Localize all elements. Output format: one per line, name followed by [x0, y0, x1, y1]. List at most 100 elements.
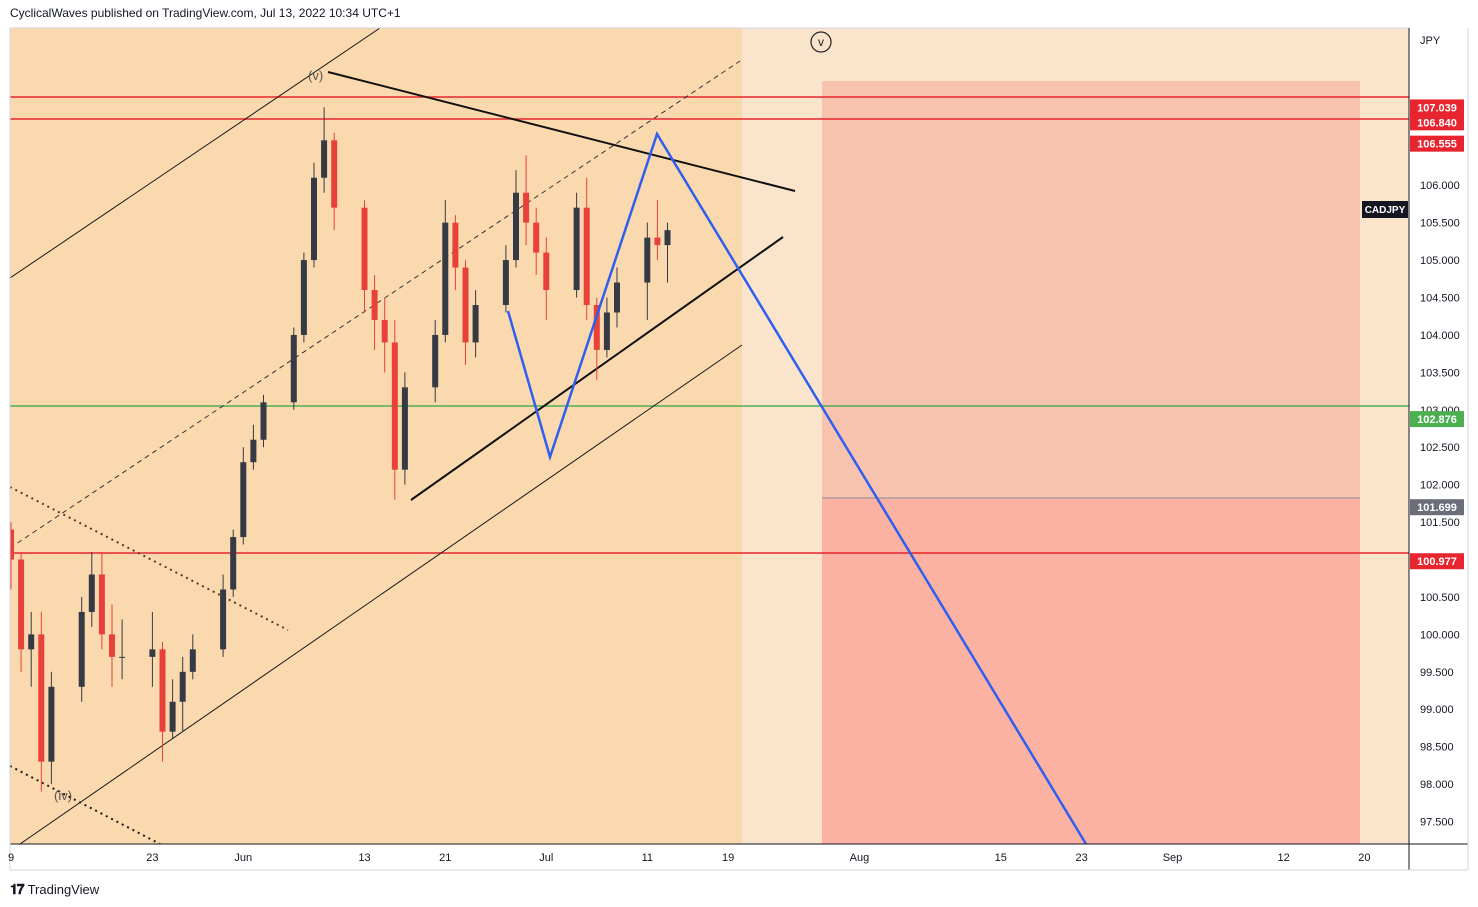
price-label-text: 107.039 — [1417, 102, 1457, 114]
currency-label: JPY — [1420, 35, 1441, 47]
candle-body — [189, 649, 196, 672]
candle — [300, 252, 307, 343]
candle — [78, 596, 85, 702]
candle — [220, 574, 227, 657]
y-tick-label: 97.500 — [1420, 817, 1454, 829]
candle — [452, 215, 459, 291]
channel-middle-line — [10, 60, 741, 549]
publisher-header: CyclicalWaves published on TradingView.c… — [10, 6, 401, 20]
candle-body — [432, 334, 439, 388]
candle — [391, 319, 398, 500]
footer-brand-label: TradingView — [27, 881, 100, 897]
candle-body — [593, 304, 600, 350]
x-tick-label: 13 — [358, 852, 370, 864]
y-tick-label: 104.000 — [1420, 330, 1460, 342]
price-label-badge — [1410, 99, 1464, 116]
wave-label-v-circle — [810, 31, 832, 53]
candle — [664, 222, 671, 283]
candle-body — [250, 439, 257, 463]
candle-body — [38, 634, 45, 762]
candle — [543, 237, 550, 320]
candle — [644, 222, 651, 320]
candle — [48, 671, 55, 785]
candle-body — [523, 192, 530, 223]
candle — [240, 447, 247, 545]
x-tick-label: 15 — [995, 852, 1007, 864]
price-label-badge — [1410, 411, 1464, 428]
candle — [442, 200, 449, 343]
candle — [311, 162, 317, 268]
symbol-badge[interactable] — [1362, 201, 1408, 218]
y-tick-label: 98.000 — [1420, 779, 1454, 791]
candle — [371, 275, 378, 350]
channel-highlight-zone — [10, 28, 742, 844]
dotted-trendline-a — [10, 486, 289, 631]
candle — [472, 290, 479, 358]
candle — [38, 611, 45, 792]
candle — [169, 679, 176, 740]
candle-body — [230, 537, 237, 590]
candle — [189, 634, 196, 680]
candle — [533, 207, 540, 276]
x-tick-label: 23 — [1075, 852, 1087, 864]
channel-lower-line — [19, 344, 743, 844]
candle-body — [462, 267, 469, 343]
price-label-badge — [1410, 553, 1464, 570]
projection-path — [506, 131, 1088, 844]
candle — [28, 611, 35, 687]
x-tick-label: 12 — [1277, 852, 1289, 864]
candle-body — [311, 177, 317, 261]
price-label-badge — [1410, 135, 1464, 152]
candle — [119, 619, 126, 680]
candle-body — [391, 342, 398, 470]
price-label-text: 100.977 — [1417, 556, 1457, 568]
candle-body — [502, 260, 509, 305]
target-zone-lower — [822, 498, 1360, 844]
candle-body — [169, 701, 176, 732]
y-tick-label: 99.000 — [1420, 704, 1454, 716]
x-tick-label: 19 — [722, 852, 734, 864]
candle-body — [361, 207, 368, 291]
candle-body — [371, 290, 378, 320]
candle-body — [28, 634, 35, 650]
candle-body — [583, 207, 590, 305]
price-label-badge — [1410, 499, 1464, 516]
price-label-text: 106.555 — [1417, 139, 1457, 151]
dotted-trendline-b — [10, 765, 161, 844]
candle-body — [78, 611, 85, 687]
candle — [159, 641, 166, 762]
candle — [381, 297, 388, 373]
candle — [88, 552, 95, 627]
symbol-label: CADJPY — [1365, 205, 1406, 216]
tradingview-logo-icon: 𝟏𝟕 — [10, 880, 25, 897]
candle-body — [331, 140, 338, 208]
candle-body — [472, 304, 479, 343]
footer-branding[interactable]: 𝟏𝟕 TradingView — [10, 880, 99, 898]
candle — [583, 177, 590, 320]
candle-body — [220, 589, 227, 650]
candle-body — [119, 656, 126, 658]
candle — [230, 529, 237, 597]
wave-label-v-circled: v — [818, 35, 824, 49]
y-tick-label: 103.500 — [1420, 367, 1460, 379]
price-label-badge — [1410, 114, 1464, 131]
y-tick-label: 102.500 — [1420, 442, 1460, 454]
y-tick-label: 98.500 — [1420, 742, 1454, 754]
candle — [98, 552, 105, 650]
price-label-text: 101.699 — [1417, 502, 1457, 514]
candle-body — [614, 282, 620, 313]
candle — [149, 611, 156, 687]
y-tick-label: 106.000 — [1420, 180, 1460, 192]
candle-body — [149, 649, 156, 657]
y-tick-label: 101.500 — [1420, 517, 1460, 529]
candle-body — [644, 237, 651, 283]
x-tick-label: 21 — [439, 852, 451, 864]
price-label-text: 102.876 — [1417, 414, 1457, 426]
x-tick-label: Jun — [234, 852, 252, 864]
x-tick-label: Aug — [850, 852, 870, 864]
candle-body — [573, 207, 580, 291]
wave-label-v: (v) — [308, 68, 323, 83]
candle — [10, 522, 14, 590]
candle-body — [88, 574, 95, 612]
